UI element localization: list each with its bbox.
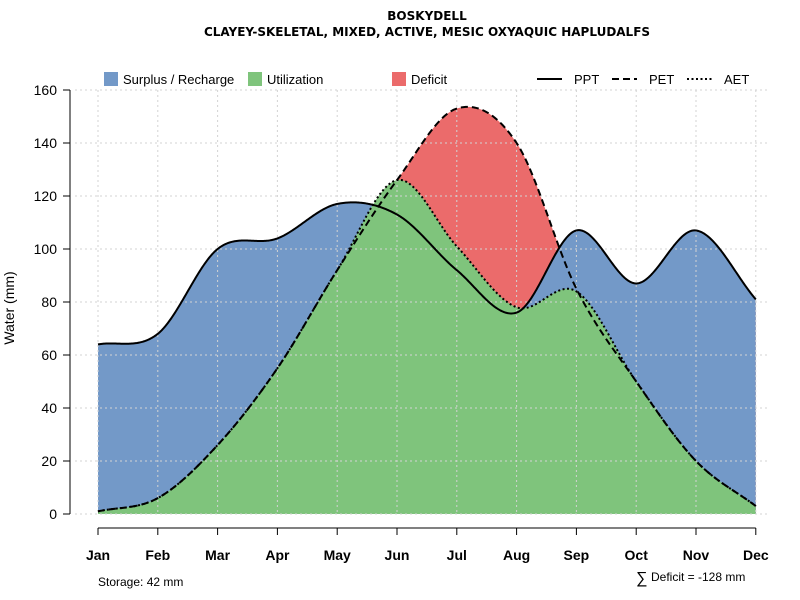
y-tick-label: 40: [41, 400, 57, 416]
legend-label: Surplus / Recharge: [123, 72, 234, 87]
x-tick-label: Jan: [86, 547, 110, 563]
sigma-symbol: ∑: [636, 570, 647, 587]
x-tick-label: Aug: [503, 547, 530, 563]
x-tick-label: Jun: [385, 547, 410, 563]
grid-layer: [75, 89, 768, 515]
y-tick-label: 0: [49, 506, 57, 522]
deficit-annotation: Deficit = -128 mm: [651, 570, 745, 584]
x-tick-label: Sep: [564, 547, 590, 563]
x-tick-label: Dec: [743, 547, 769, 563]
legend-label: PPT: [574, 72, 599, 87]
legend-swatch: [104, 72, 118, 86]
y-tick-label: 140: [34, 135, 58, 151]
legend-swatch: [392, 72, 406, 86]
area-layer: [98, 106, 756, 515]
legend-label: PET: [649, 72, 674, 87]
axes-layer: 0 20 40 60 80 100 120 140 160 Jan Feb Mar Apr May Jun J…: [34, 82, 769, 563]
legend-label: Utilization: [267, 72, 323, 87]
legend: Surplus / Recharge Utilization Deficit PPT P…: [104, 72, 749, 87]
chart-subtitle: CLAYEY-SKELETAL, MIXED, ACTIVE, MESIC OX…: [204, 25, 650, 39]
line-layer: [97, 105, 757, 513]
x-tick-label: Apr: [265, 547, 290, 563]
y-tick-label: 100: [34, 241, 58, 257]
x-tick-label: May: [324, 547, 351, 563]
x-tick-label: Jul: [447, 547, 467, 563]
y-axis-label: Water (mm): [1, 271, 17, 344]
legend-label: AET: [724, 72, 749, 87]
ppt-line: [97, 201, 757, 346]
storage-annotation: Storage: 42 mm: [98, 575, 183, 589]
y-tick-label: 20: [41, 453, 57, 469]
y-tick-label: 120: [34, 188, 58, 204]
x-tick-label: Feb: [145, 547, 170, 563]
y-tick-label: 60: [41, 347, 57, 363]
aet-line: [97, 178, 757, 513]
y-tick-label: 160: [34, 82, 58, 98]
x-tick-label: Nov: [683, 547, 710, 563]
utilization-area: [98, 179, 756, 515]
chart-title: BOSKYDELL: [387, 9, 467, 23]
x-tick-label: Oct: [625, 547, 649, 563]
y-tick-label: 80: [41, 294, 57, 310]
legend-swatch: [248, 72, 262, 86]
legend-label: Deficit: [411, 72, 448, 87]
x-tick-label: Mar: [205, 547, 230, 563]
